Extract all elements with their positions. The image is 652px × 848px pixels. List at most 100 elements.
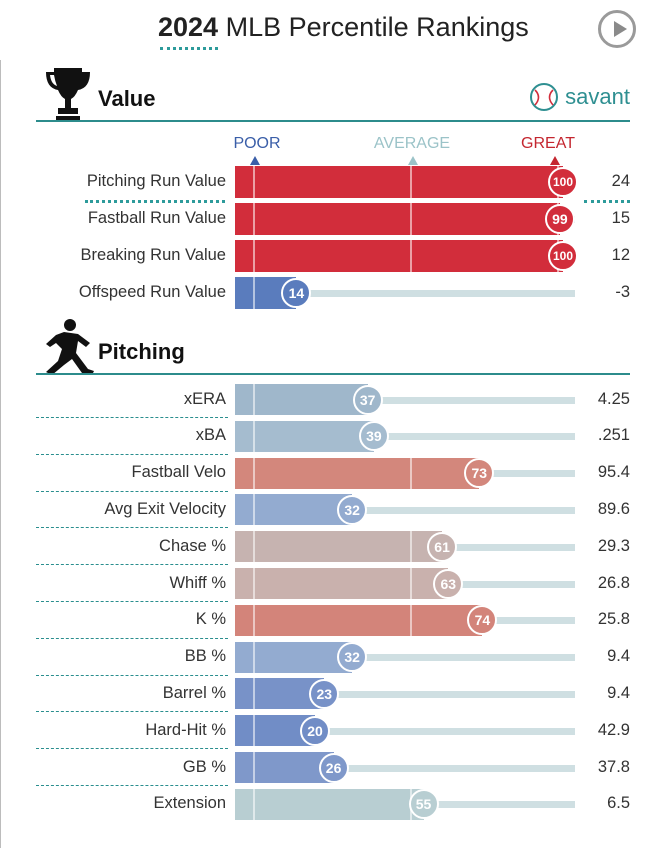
- percentile-bar: [235, 531, 443, 563]
- stat-value: 42.9: [597, 720, 630, 739]
- percentile-bar: [235, 166, 563, 198]
- row-divider: [36, 748, 228, 750]
- percentile-bar-row: 26: [235, 752, 575, 783]
- percentile-bubble: 14: [281, 278, 312, 308]
- scale-guide-line: [253, 203, 255, 235]
- stat-value: 9.4: [607, 683, 630, 702]
- percentile-bar: [235, 420, 374, 452]
- scale-guide-line: [253, 788, 255, 820]
- row-label: Offspeed Run Value: [78, 283, 226, 301]
- percentile-bar: [235, 457, 480, 489]
- scale-guide-line: [410, 457, 412, 489]
- row-label: Barrel %: [162, 683, 226, 702]
- percentile-bar-row: 37: [235, 384, 575, 415]
- percentile-bubble: 20: [300, 715, 330, 746]
- percentile-bubble: 32: [337, 494, 368, 525]
- percentile-bubble: 100: [548, 167, 578, 197]
- percentile-bubble: 23: [309, 678, 340, 709]
- scale-guide-line: [253, 678, 255, 710]
- percentile-bubble: 100: [548, 241, 578, 271]
- percentile-track: [235, 654, 575, 662]
- row-label: Chase %: [159, 536, 226, 555]
- stat-value: 37.8: [597, 757, 630, 776]
- row-label: Whiff %: [169, 573, 226, 592]
- scale-guide-line: [410, 240, 412, 272]
- baseball-icon: [530, 83, 559, 111]
- stat-value: 95.4: [597, 463, 630, 482]
- row-divider: [36, 674, 228, 676]
- percentile-bubble: 55: [408, 789, 439, 820]
- stat-value: 9.4: [607, 647, 630, 666]
- scale-poor-arrow: [250, 156, 260, 165]
- percentile-track: [235, 764, 575, 772]
- percentile-bar-row: 55: [235, 788, 575, 820]
- percentile-bar: [235, 240, 563, 272]
- play-button[interactable]: [598, 10, 636, 48]
- scale-great-arrow: [550, 156, 560, 165]
- percentile-bar: [235, 788, 424, 820]
- savant-logo: savant: [529, 82, 630, 112]
- scale-average-arrow: [408, 156, 418, 165]
- scale-guide-line: [253, 531, 255, 563]
- scale-guide-line: [253, 384, 255, 415]
- page-title: 2024 MLB Percentile Rankings: [158, 12, 529, 43]
- stat-value: 24: [611, 172, 630, 190]
- row-label: Hard-Hit %: [145, 720, 226, 739]
- scale-guide-line: [410, 166, 412, 198]
- scale-guide-line: [253, 752, 255, 783]
- percentile-bar-row: 39: [235, 420, 575, 452]
- value-section-title: Value: [98, 86, 156, 111]
- scale-great-label: GREAT: [521, 135, 575, 152]
- row-label: K %: [195, 610, 226, 629]
- stat-value: 15: [611, 209, 630, 227]
- percentile-track: [235, 690, 575, 698]
- pitcher-icon: [42, 317, 94, 375]
- scale-guide-line: [253, 166, 255, 198]
- stat-value: 6.5: [607, 794, 630, 813]
- percentile-bar-row: 32: [235, 641, 575, 673]
- row-label: Fastball Run Value: [87, 209, 226, 227]
- percentile-track: [235, 433, 575, 441]
- percentile-bar: [235, 752, 334, 783]
- scale-guide-line: [253, 420, 255, 452]
- row-divider: [36, 490, 228, 492]
- percentile-bar-row: 74: [235, 604, 575, 636]
- percentile-bubble: 99: [544, 204, 575, 234]
- stat-value: 12: [611, 246, 630, 264]
- percentile-track: [235, 396, 575, 404]
- highlight-underline-left: [85, 200, 225, 203]
- row-label: xERA: [183, 389, 226, 408]
- percentile-track: [235, 727, 575, 735]
- percentile-bar: [235, 604, 483, 636]
- pitching-section-rule: [36, 373, 630, 375]
- row-label: Avg Exit Velocity: [104, 499, 226, 518]
- scale-guide-line: [410, 531, 412, 563]
- row-divider: [36, 417, 228, 418]
- stat-value: .251: [597, 426, 630, 445]
- percentile-bar-row: 100: [235, 166, 578, 198]
- scale-guide-line: [410, 604, 412, 636]
- highlight-underline-right: [584, 200, 630, 203]
- percentile-bar-row: 63: [235, 568, 575, 599]
- stat-value: 26.8: [597, 573, 630, 592]
- stat-value: 4.25: [597, 389, 630, 408]
- scale-guide-line: [410, 568, 412, 599]
- pitching-section-title: Pitching: [98, 339, 185, 364]
- row-label: BB %: [184, 647, 226, 666]
- value-section-header: Value savant: [36, 62, 630, 122]
- row-divider: [36, 564, 228, 566]
- frame-border: [0, 60, 1, 848]
- percentile-bar-row: 32: [235, 494, 575, 526]
- percentile-bar: [235, 384, 368, 415]
- scale-guide-line: [253, 568, 255, 599]
- row-divider: [36, 711, 228, 713]
- row-divider: [36, 527, 228, 529]
- row-divider: [36, 785, 228, 786]
- percentile-bar: [235, 568, 449, 599]
- stat-value: 89.6: [597, 499, 630, 518]
- row-label: xBA: [195, 426, 226, 445]
- scale-guide-line: [253, 240, 255, 272]
- value-section-rule: [36, 120, 630, 122]
- percentile-bar-row: 14: [235, 277, 575, 309]
- pitching-section-header: Pitching: [36, 315, 630, 375]
